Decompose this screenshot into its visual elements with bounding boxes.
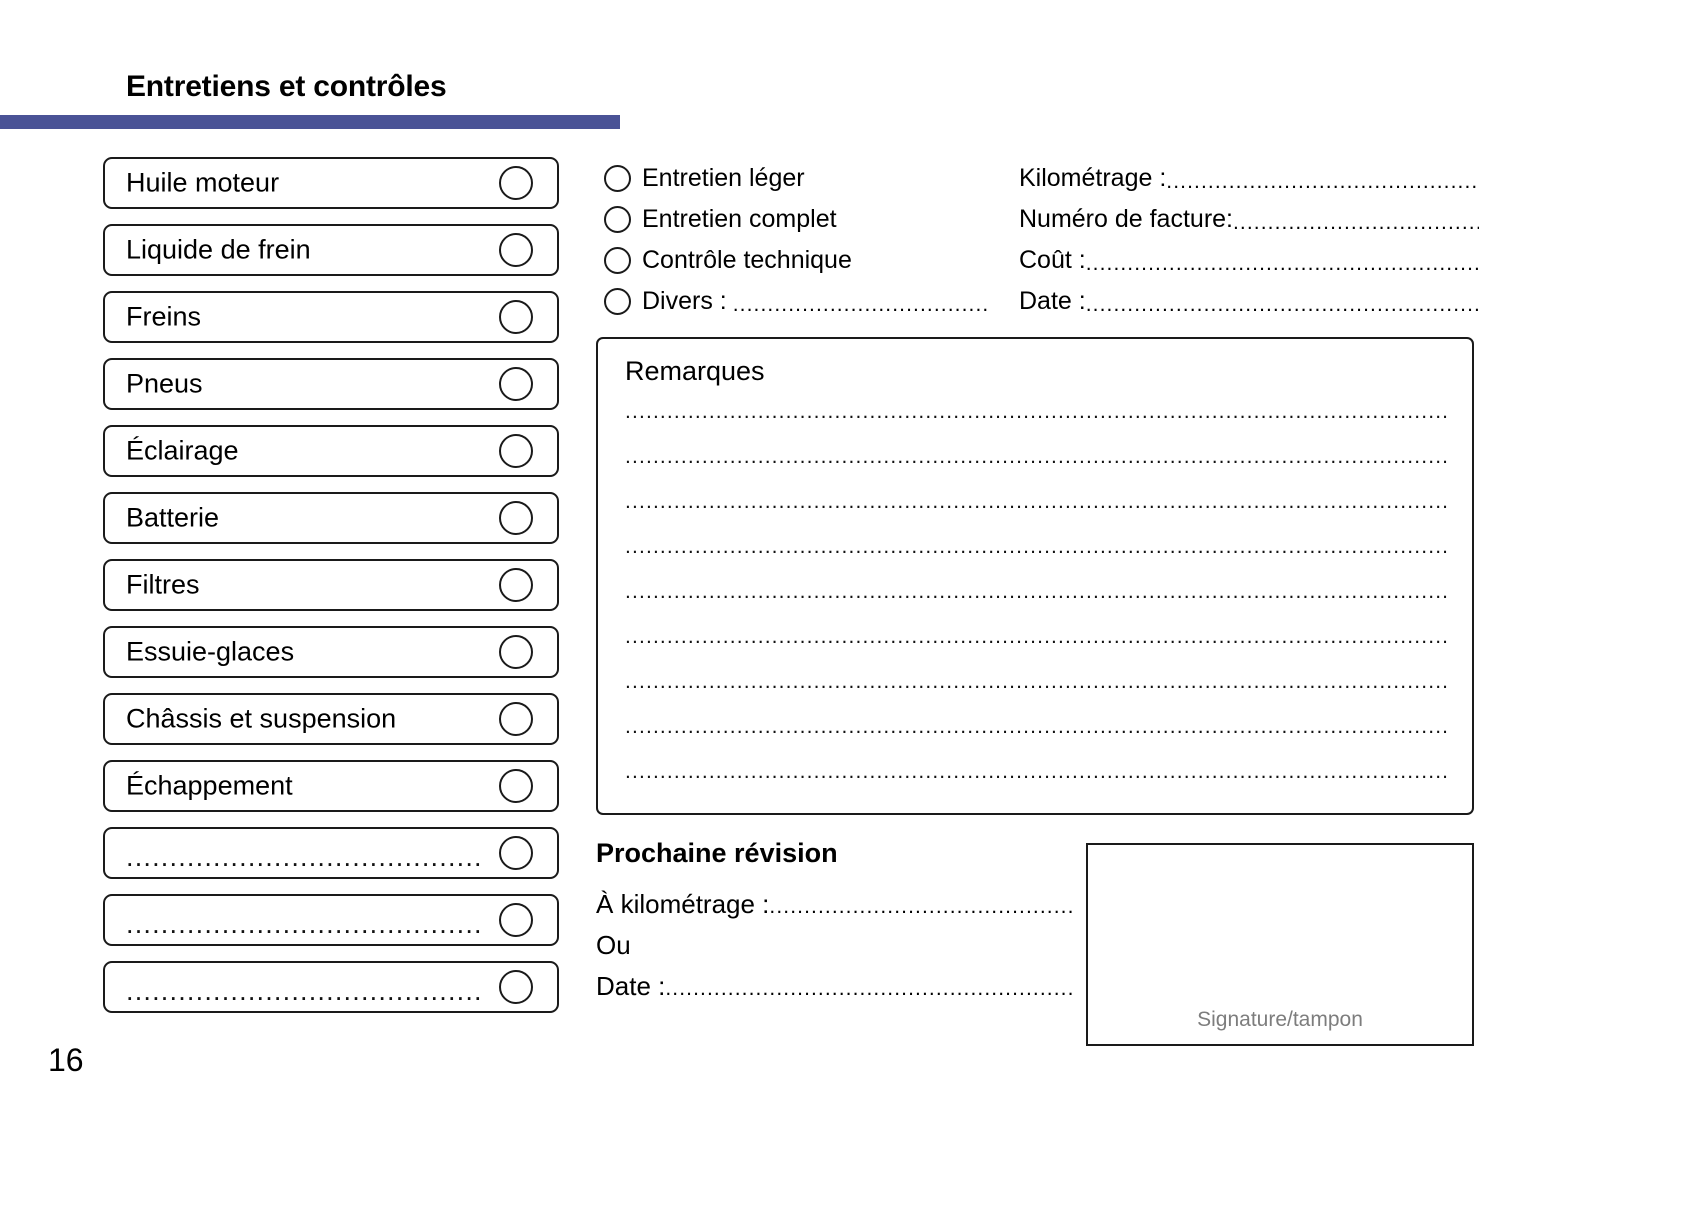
invoice-field-label: Numéro de facture: <box>1019 205 1233 233</box>
checklist-row[interactable]: Échappement <box>103 760 559 812</box>
next-service-row: Ou <box>596 932 1076 973</box>
remarks-dotted-line[interactable]: ........................................… <box>625 401 1447 423</box>
circle-checkbox-icon[interactable] <box>499 970 533 1004</box>
checklist-item-label: Huile moteur <box>126 167 280 198</box>
circle-checkbox-icon[interactable] <box>499 903 533 937</box>
checklist-row[interactable]: Filtres <box>103 559 559 611</box>
checklist-item-label: Freins <box>126 301 202 332</box>
invoice-fields: Kilométrage :...........................… <box>1019 158 1479 322</box>
remarks-dotted-line[interactable]: ........................................… <box>625 626 1447 648</box>
circle-checkbox-icon[interactable] <box>499 635 533 669</box>
checklist-row[interactable]: ........................................… <box>103 827 559 879</box>
circle-checkbox-icon[interactable] <box>499 501 533 535</box>
checklist-item-label: Essuie-glaces <box>126 636 295 667</box>
service-type-options: Entretien léger Entretien complet Contrôle… <box>604 158 1004 322</box>
checklist-item-label: Filtres <box>126 569 200 600</box>
remarks-dotted-line[interactable]: ........................................… <box>625 536 1447 558</box>
next-service-fill-line[interactable]: ........................................… <box>769 895 1076 918</box>
page-header: Entretiens et contrôles <box>0 70 1700 130</box>
service-type-label: Entretien léger <box>642 164 805 192</box>
invoice-field-label: Coût : <box>1019 246 1086 274</box>
next-service-title: Prochaine révision <box>596 838 838 868</box>
checklist-row[interactable]: Huile moteur <box>103 157 559 209</box>
checklist-blank-dots: ........................................… <box>126 844 481 871</box>
checklist-item-label: Pneus <box>126 368 203 399</box>
remarks-dotted-line[interactable]: ........................................… <box>625 761 1447 783</box>
invoice-field-label: Kilométrage : <box>1019 164 1167 192</box>
service-type-label: Contrôle technique <box>642 246 852 274</box>
circle-checkbox-icon[interactable] <box>499 568 533 602</box>
service-type-option[interactable]: Entretien complet <box>604 199 1004 240</box>
circle-checkbox-icon[interactable] <box>499 166 533 200</box>
next-service-label: À kilométrage : <box>596 889 770 919</box>
service-type-label: Divers : <box>642 287 727 315</box>
signature-caption: Signature/tampon <box>1197 1008 1363 1031</box>
remarks-dotted-line[interactable]: ........................................… <box>625 446 1447 468</box>
radio-circle-icon[interactable] <box>604 206 631 233</box>
service-type-option[interactable]: Contrôle technique <box>604 240 1004 281</box>
service-type-fill-line[interactable]: ........................................… <box>732 292 991 316</box>
invoice-field-row: Kilométrage :...........................… <box>1019 158 1479 199</box>
invoice-field-row: Numéro de facture:......................… <box>1019 199 1479 240</box>
next-service-fill-line[interactable]: ........................................… <box>665 977 1076 1000</box>
remarks-box[interactable]: Remarques ..............................… <box>596 337 1474 815</box>
next-service-label: Date : <box>596 971 666 1001</box>
checklist-item-label: Batterie <box>126 502 220 533</box>
page-number: 16 <box>48 1042 84 1078</box>
circle-checkbox-icon[interactable] <box>499 434 533 468</box>
invoice-field-row: Coût :..................................… <box>1019 240 1479 281</box>
invoice-field-label: Date : <box>1019 287 1086 315</box>
circle-checkbox-icon[interactable] <box>499 836 533 870</box>
service-type-label: Entretien complet <box>642 205 837 233</box>
checklist-row[interactable]: Freins <box>103 291 559 343</box>
radio-circle-icon[interactable] <box>604 288 631 315</box>
next-service-rows: À kilométrage :.........................… <box>596 891 1076 1014</box>
radio-circle-icon[interactable] <box>604 165 631 192</box>
invoice-field-fill-line[interactable]: ........................................… <box>1233 210 1479 234</box>
checklist-row[interactable]: Éclairage <box>103 425 559 477</box>
checklist-row[interactable]: Pneus <box>103 358 559 410</box>
remarks-title: Remarques <box>625 356 765 386</box>
invoice-field-fill-line[interactable]: ........................................… <box>1085 292 1479 316</box>
next-service-row: Date :..................................… <box>596 973 1076 1014</box>
checklist-row[interactable]: Liquide de frein <box>103 224 559 276</box>
remarks-dotted-line[interactable]: ........................................… <box>625 491 1447 513</box>
checklist-item-label: Échappement <box>126 770 293 801</box>
invoice-field-row: Date :..................................… <box>1019 281 1479 322</box>
service-type-option[interactable]: Entretien léger <box>604 158 1004 199</box>
checklist-blank-dots: ........................................… <box>126 978 481 1005</box>
next-service-section: Prochaine révision À kilométrage :......… <box>596 840 1076 1014</box>
header-accent-rule <box>0 115 620 129</box>
checklist-item-label: Châssis et suspension <box>126 703 397 734</box>
circle-checkbox-icon[interactable] <box>499 233 533 267</box>
checklist-blank-dots: ........................................… <box>126 911 481 938</box>
circle-checkbox-icon[interactable] <box>499 702 533 736</box>
checklist-row[interactable]: Batterie <box>103 492 559 544</box>
checklist-item-label: Éclairage <box>126 435 239 466</box>
checklist-row[interactable]: Essuie-glaces <box>103 626 559 678</box>
checklist-row[interactable]: Châssis et suspension <box>103 693 559 745</box>
remarks-dotted-line[interactable]: ........................................… <box>625 716 1447 738</box>
maintenance-checklist: Huile moteur Liquide de frein Freins Pneus É… <box>103 157 559 1028</box>
service-type-option[interactable]: Divers :................................… <box>604 281 1004 322</box>
checklist-row[interactable]: ........................................… <box>103 961 559 1013</box>
next-service-label: Ou <box>596 930 631 960</box>
circle-checkbox-icon[interactable] <box>499 367 533 401</box>
circle-checkbox-icon[interactable] <box>499 769 533 803</box>
invoice-field-fill-line[interactable]: ........................................… <box>1085 251 1479 275</box>
page-title: Entretiens et contrôles <box>126 70 447 103</box>
remarks-lines: ........................................… <box>625 401 1447 806</box>
next-service-row: À kilométrage :.........................… <box>596 891 1076 932</box>
remarks-dotted-line[interactable]: ........................................… <box>625 671 1447 693</box>
signature-stamp-box[interactable]: Signature/tampon <box>1086 843 1474 1046</box>
circle-checkbox-icon[interactable] <box>499 300 533 334</box>
invoice-field-fill-line[interactable]: ........................................… <box>1166 169 1479 193</box>
checklist-row[interactable]: ........................................… <box>103 894 559 946</box>
checklist-item-label: Liquide de frein <box>126 234 311 265</box>
radio-circle-icon[interactable] <box>604 247 631 274</box>
remarks-dotted-line[interactable]: ........................................… <box>625 581 1447 603</box>
